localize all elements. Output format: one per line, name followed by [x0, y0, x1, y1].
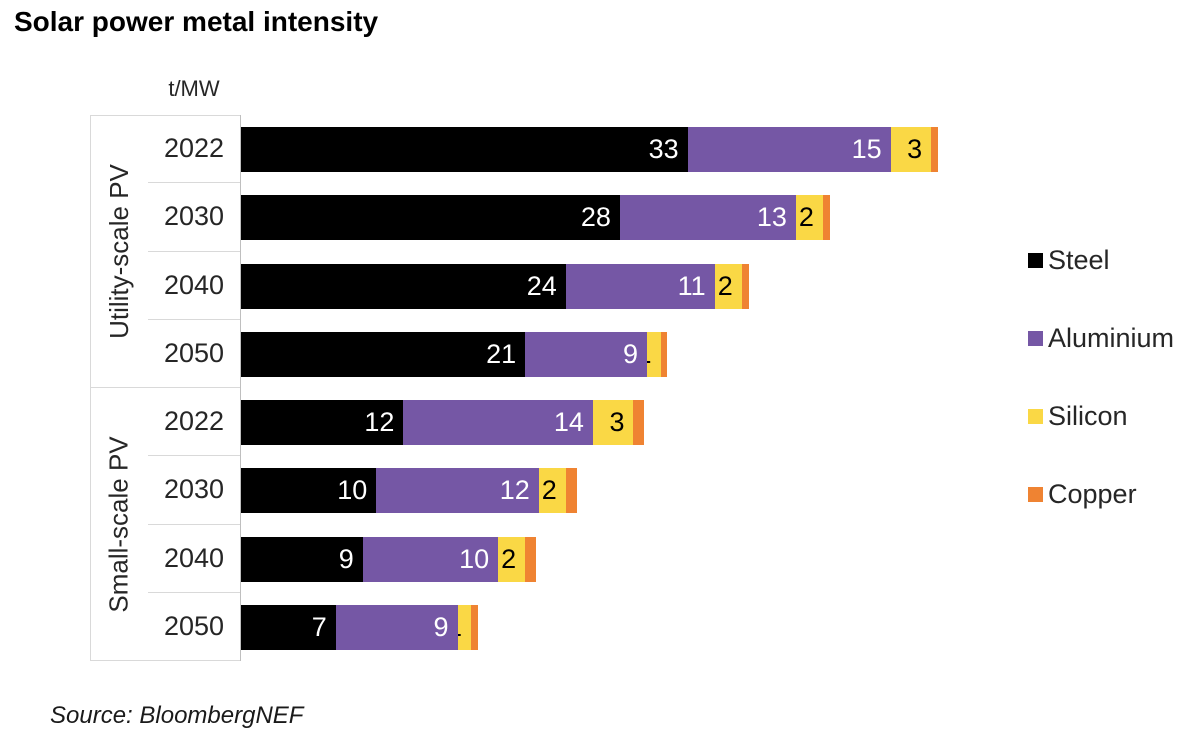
stacked-bar: 2191	[241, 331, 668, 377]
axis-year-label: 2022	[148, 115, 240, 184]
legend-swatch-aluminium	[1028, 330, 1043, 346]
bar-segment-copper	[633, 400, 645, 445]
category-axis-box	[90, 115, 240, 661]
bar-segment-aluminium: 9	[335, 604, 458, 650]
bar-segment-aluminium: 11	[565, 263, 715, 309]
bar-segment-steel: 7	[241, 604, 336, 650]
bar-segment-copper	[471, 604, 478, 650]
stacked-bar: 791	[241, 604, 478, 650]
legend: Steel Aluminium Silicon Copper	[1028, 244, 1175, 558]
legend-label: Steel	[1048, 244, 1110, 275]
axis-group-label-utility: Utility-scale PV	[90, 115, 148, 388]
stacked-bar: 9 10 2	[241, 536, 536, 582]
legend-label: Aluminium	[1048, 322, 1175, 353]
axis-year-label: 2040	[148, 525, 240, 593]
category-axis-line	[240, 115, 241, 661]
axis-year-label: 2050	[163, 338, 225, 369]
bar-segment-steel: 33	[241, 127, 688, 172]
bar-segment-steel: 21	[241, 331, 526, 377]
bar-segment-copper	[660, 331, 668, 377]
bar-segment-copper	[741, 263, 749, 309]
bar-segment-steel: 12	[241, 400, 404, 445]
bar-segment-aluminium: 10	[362, 536, 499, 582]
legend-swatch-steel	[1028, 252, 1043, 268]
axis-year-label: 2040	[148, 252, 240, 320]
axis-group-label-text: Utility-scale PV	[103, 164, 134, 339]
stacked-bar: 28 13 2	[241, 195, 830, 241]
bar-segment-copper	[822, 195, 830, 241]
plot-area: Utility-scale PV Small-scale PV 2022 33 15…	[90, 115, 1190, 661]
legend-item-steel: Steel	[1028, 244, 1174, 275]
legend-swatch-silicon	[1028, 408, 1043, 424]
legend-swatch-copper	[1028, 486, 1043, 502]
bar-segment-aluminium: 14	[403, 400, 593, 445]
legend-item-copper: Copper	[1028, 478, 1174, 509]
stacked-bar: 33 15 3	[241, 127, 938, 172]
stacked-bar: 10 12 2	[241, 468, 577, 514]
bar-segment-copper	[525, 536, 536, 582]
bar-segment-steel: 10	[241, 468, 377, 514]
bar-segment-silicon: 3	[592, 400, 634, 445]
bar-segment-silicon: 1	[457, 604, 472, 650]
bar-segment-aluminium: 12	[376, 468, 539, 514]
group-divider-line	[90, 387, 240, 388]
bar-segment-steel: 28	[241, 195, 620, 241]
bar-segment-silicon: 2	[538, 468, 566, 514]
bar-segment-silicon: 1	[647, 331, 661, 377]
axis-year-label: 2050	[163, 611, 225, 642]
legend-item-aluminium: Aluminium	[1028, 322, 1175, 353]
legend-label: Copper	[1048, 478, 1137, 509]
source-note: Source: BloombergNEF	[50, 702, 304, 729]
bar-segment-aluminium: 13	[619, 195, 796, 241]
bar-segment-silicon: 3	[890, 127, 932, 172]
bar-segment-aluminium: 9	[525, 331, 647, 377]
legend-item-silicon: Silicon	[1028, 400, 1174, 431]
axis-year-label: 2022	[148, 388, 240, 457]
bar-segment-copper	[931, 127, 938, 172]
axis-year-label: 2030	[148, 183, 240, 252]
bar-segment-aluminium: 15	[687, 127, 891, 172]
bar-segment-steel: 9	[241, 536, 363, 582]
bar-segment-silicon: 2	[498, 536, 526, 582]
bar-segment-steel: 24	[241, 263, 566, 309]
axis-group-label-text: Small-scale PV	[103, 436, 134, 613]
bar-segment-silicon: 2	[714, 263, 742, 309]
axis-year-label: 2030	[148, 456, 240, 525]
bar-segment-copper	[565, 468, 577, 514]
chart-title: Solar power metal intensity	[14, 6, 379, 37]
axis-unit-label: t/MW	[168, 76, 220, 101]
legend-label: Silicon	[1048, 400, 1128, 431]
stacked-bar: 12 14 3	[241, 400, 645, 445]
axis-group-label-small: Small-scale PV	[90, 388, 148, 661]
bar-segment-silicon: 2	[795, 195, 823, 241]
stacked-bar: 24 11 2	[241, 263, 749, 309]
